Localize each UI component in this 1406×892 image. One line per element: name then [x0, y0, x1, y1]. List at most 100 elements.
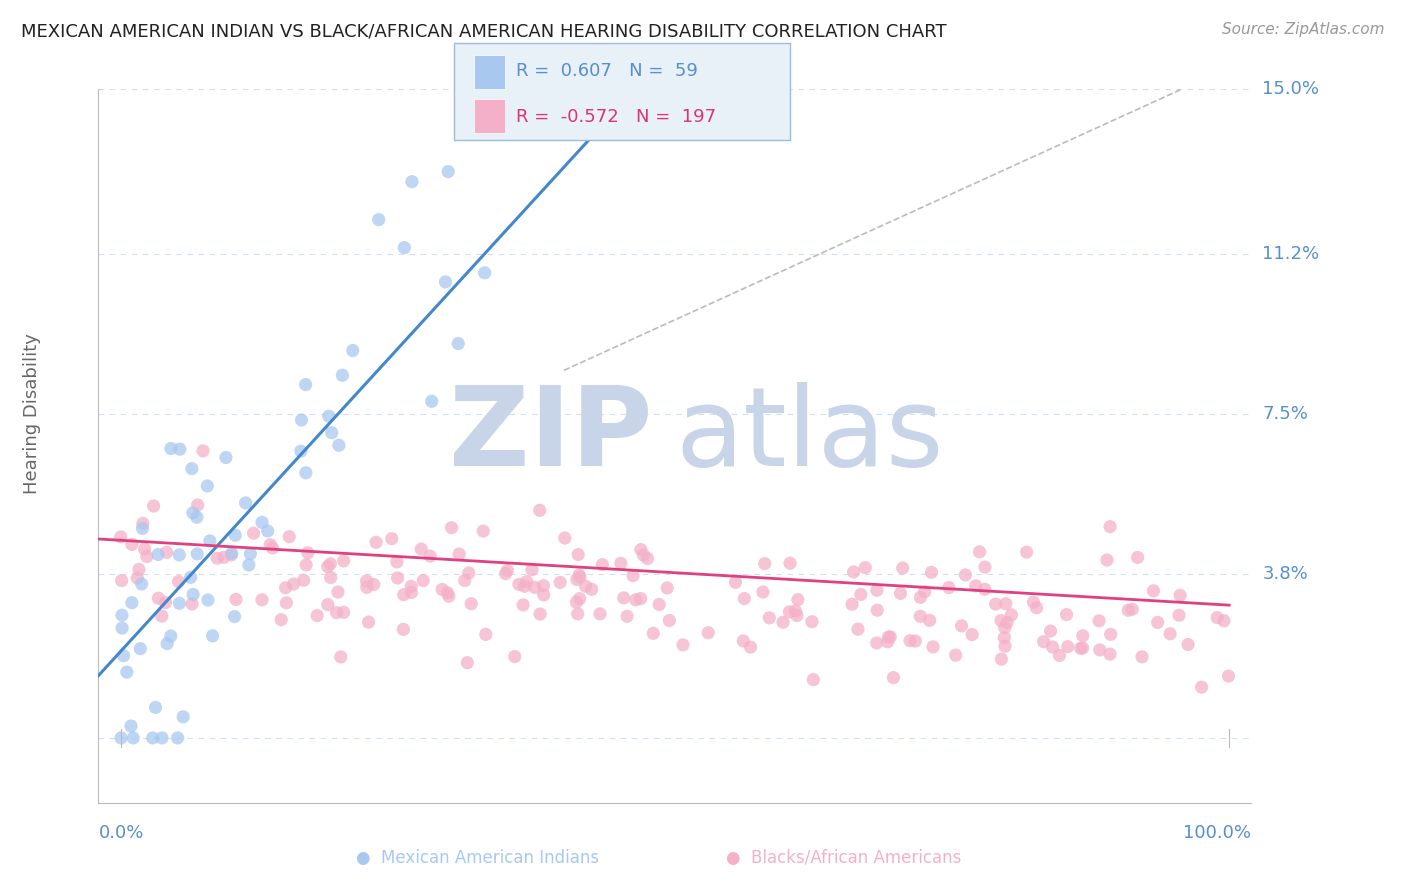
Point — [1095, 553, 1118, 567]
Point — [250, 592, 273, 607]
Point — [121, 537, 143, 551]
Point — [1177, 638, 1199, 652]
Point — [1213, 614, 1236, 628]
Point — [800, 615, 823, 629]
Point — [295, 558, 318, 572]
Point — [589, 607, 612, 621]
Point — [591, 558, 613, 572]
Point — [879, 630, 901, 644]
Point — [1071, 640, 1094, 655]
Text: ZIP: ZIP — [450, 382, 652, 489]
Point — [169, 596, 191, 610]
Point — [516, 574, 538, 589]
Point — [877, 630, 900, 644]
Point — [637, 551, 659, 566]
Point — [733, 634, 755, 648]
Point — [733, 591, 755, 606]
Point — [180, 570, 202, 584]
Point — [169, 548, 191, 562]
Point — [565, 573, 588, 587]
Point — [224, 609, 246, 624]
Point — [198, 533, 221, 548]
Point — [624, 592, 647, 607]
Point — [201, 629, 224, 643]
Point — [974, 560, 997, 574]
Point — [891, 561, 914, 575]
Point — [1015, 545, 1038, 559]
Point — [965, 579, 987, 593]
Point — [392, 623, 415, 637]
Point — [456, 656, 478, 670]
Point — [621, 568, 644, 582]
Point — [567, 607, 589, 621]
Point — [548, 575, 571, 590]
Point — [342, 343, 364, 358]
Point — [1070, 641, 1092, 656]
Point — [187, 498, 209, 512]
Point — [512, 598, 534, 612]
Point — [110, 731, 132, 745]
Point — [155, 545, 177, 559]
Point — [1000, 607, 1022, 622]
Point — [1088, 643, 1111, 657]
Point — [533, 588, 555, 602]
Point — [1056, 607, 1078, 622]
Point — [921, 566, 943, 580]
Point — [186, 547, 208, 561]
Point — [633, 548, 655, 562]
Point — [1039, 624, 1062, 638]
Point — [613, 591, 636, 605]
Point — [332, 368, 354, 383]
Point — [325, 606, 347, 620]
Point — [449, 547, 471, 561]
Point — [150, 731, 173, 745]
Point — [568, 568, 591, 582]
Point — [181, 587, 204, 601]
Point — [849, 587, 872, 601]
Point — [1126, 550, 1149, 565]
Point — [122, 731, 145, 745]
Point — [276, 596, 298, 610]
Point — [1099, 627, 1122, 641]
Point — [135, 549, 157, 564]
Point — [898, 633, 921, 648]
Point — [994, 621, 1017, 635]
Point — [356, 580, 378, 594]
Point — [319, 570, 342, 584]
Text: ●  Mexican American Indians: ● Mexican American Indians — [357, 849, 599, 867]
Point — [475, 627, 498, 641]
Point — [610, 556, 633, 570]
Point — [195, 479, 218, 493]
Point — [385, 555, 408, 569]
Point — [1159, 627, 1181, 641]
Point — [121, 596, 143, 610]
Point — [328, 438, 350, 452]
Point — [697, 625, 720, 640]
Point — [581, 582, 603, 597]
Point — [430, 582, 453, 597]
Point — [215, 450, 238, 465]
Point — [367, 212, 389, 227]
Point — [239, 547, 262, 561]
Text: 11.2%: 11.2% — [1263, 244, 1320, 262]
Point — [436, 585, 458, 599]
Point — [156, 637, 179, 651]
Point — [394, 241, 416, 255]
Point — [419, 549, 441, 563]
Point — [290, 444, 312, 458]
Point — [381, 532, 404, 546]
Point — [1099, 519, 1122, 533]
Point — [172, 710, 194, 724]
Point — [779, 605, 801, 619]
Point — [786, 608, 808, 623]
Text: 7.5%: 7.5% — [1263, 405, 1309, 423]
Point — [922, 640, 945, 654]
Point — [221, 548, 243, 562]
Point — [993, 631, 1015, 645]
Point — [758, 611, 780, 625]
Point — [520, 563, 543, 577]
Point — [1191, 680, 1213, 694]
Point — [1142, 583, 1164, 598]
Point — [127, 571, 149, 585]
Point — [1146, 615, 1168, 630]
